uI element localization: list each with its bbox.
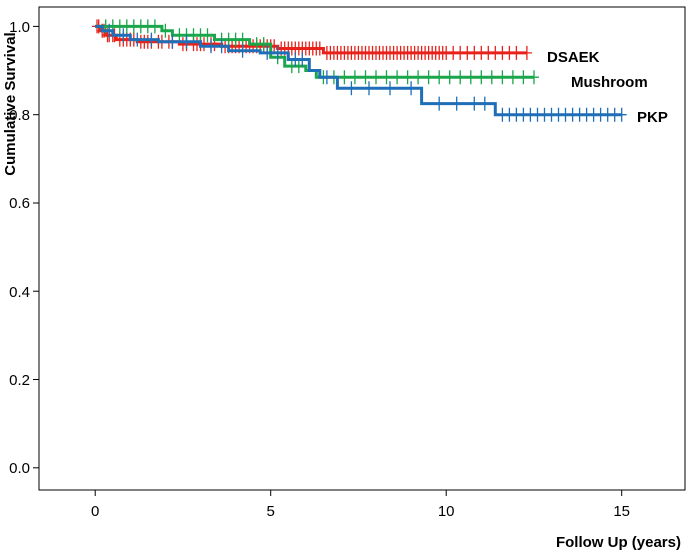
censor-mark-mushroom — [476, 70, 487, 85]
x-tick-3: 15 — [613, 490, 630, 520]
x-tick-label: 10 — [438, 503, 455, 520]
series-label-pkp: PKP — [637, 109, 668, 126]
x-tick-label: 0 — [91, 503, 99, 520]
y-tick-label: 0.6 — [9, 195, 30, 212]
censor-mark-mushroom — [507, 70, 518, 85]
censor-mark-pkp — [479, 96, 490, 111]
censor-mark-pkp — [132, 32, 143, 47]
censor-mark-pkp — [385, 81, 395, 96]
censor-mark-mushroom — [434, 70, 445, 85]
y-tick-label: 0.2 — [9, 372, 30, 389]
censor-mark-mushroom — [402, 70, 413, 85]
censor-mark-pkp — [406, 81, 417, 96]
y-tick-4: 0.8 — [9, 107, 39, 124]
censor-mark-pkp — [146, 32, 157, 47]
censor-mark-pkp — [346, 81, 357, 96]
y-tick-3: 0.6 — [9, 195, 39, 212]
censor-mark-pkp — [104, 23, 115, 38]
censor-mark-mushroom — [455, 70, 466, 85]
censor-mark-dsaek — [314, 41, 325, 56]
censor-mark-mushroom — [360, 70, 371, 85]
censor-mark-mushroom — [518, 70, 529, 85]
x-tick-label: 5 — [267, 503, 275, 520]
censor-mark-mushroom — [423, 70, 434, 85]
censor-mark-mushroom — [202, 28, 213, 43]
censor-mark-pkp — [364, 81, 374, 96]
censor-mark-pkp — [262, 45, 273, 60]
x-tick-2: 10 — [438, 490, 455, 520]
y-tick-label: 1.0 — [9, 19, 30, 36]
censor-mark-mushroom — [339, 70, 350, 85]
censor-mark-mushroom — [413, 70, 424, 85]
y-axis: 0.0 0.2 0.4 0.6 0.8 1.0 — [9, 19, 39, 477]
y-tick-label: 0.4 — [9, 284, 30, 301]
censor-mark-mushroom — [392, 70, 403, 85]
censor-mark-pkp — [272, 45, 283, 60]
censor-mark-mushroom — [497, 70, 508, 85]
series-label-dsaek: DSAEK — [547, 49, 600, 66]
censor-mark-pkp — [237, 43, 248, 58]
y-tick-label: 0.0 — [9, 460, 30, 477]
x-axis: 0 5 10 15 — [91, 490, 630, 520]
censor-mark-pkp — [297, 52, 308, 67]
censor-mark-mushroom — [349, 70, 360, 85]
x-axis-title: Follow Up (years) — [556, 534, 681, 551]
y-tick-2: 0.4 — [9, 284, 39, 301]
censor-mark-mushroom — [258, 37, 269, 52]
censor-mark-mushroom — [529, 70, 539, 85]
y-tick-0: 0.0 — [9, 460, 39, 477]
series-label-mushroom: Mushroom — [571, 74, 648, 91]
x-tick-1: 5 — [267, 490, 275, 520]
y-tick-5: 1.0 — [9, 19, 39, 36]
censor-mark-pkp — [321, 70, 332, 85]
censor-mark-pkp — [451, 96, 462, 111]
censor-mark-pkp — [434, 96, 445, 111]
censor-mark-pkp — [181, 34, 192, 49]
censor-mark-pkp — [206, 39, 216, 54]
censor-mark-dsaek — [511, 45, 522, 60]
censor-mark-pkp — [616, 107, 627, 122]
censor-mark-mushroom — [444, 70, 455, 85]
y-tick-1: 0.2 — [9, 372, 39, 389]
x-tick-label: 15 — [613, 503, 630, 520]
censor-mark-pkp — [216, 39, 227, 54]
censor-mark-dsaek — [521, 45, 532, 60]
y-axis-title: Cumulative Survival — [2, 32, 19, 175]
y-tick-label: 0.8 — [9, 107, 30, 124]
censor-mark-mushroom — [160, 23, 171, 38]
censor-mark-mushroom — [149, 19, 160, 34]
censor-mark-mushroom — [381, 70, 392, 85]
censor-mark-pkp — [167, 34, 178, 49]
series-layer — [92, 19, 627, 122]
censor-mark-mushroom — [465, 70, 476, 85]
censor-mark-pkp — [469, 96, 480, 111]
censor-mark-mushroom — [371, 70, 381, 85]
x-tick-0: 0 — [91, 490, 99, 520]
censor-mark-mushroom — [486, 70, 497, 85]
censor-mark-pkp — [118, 28, 129, 43]
